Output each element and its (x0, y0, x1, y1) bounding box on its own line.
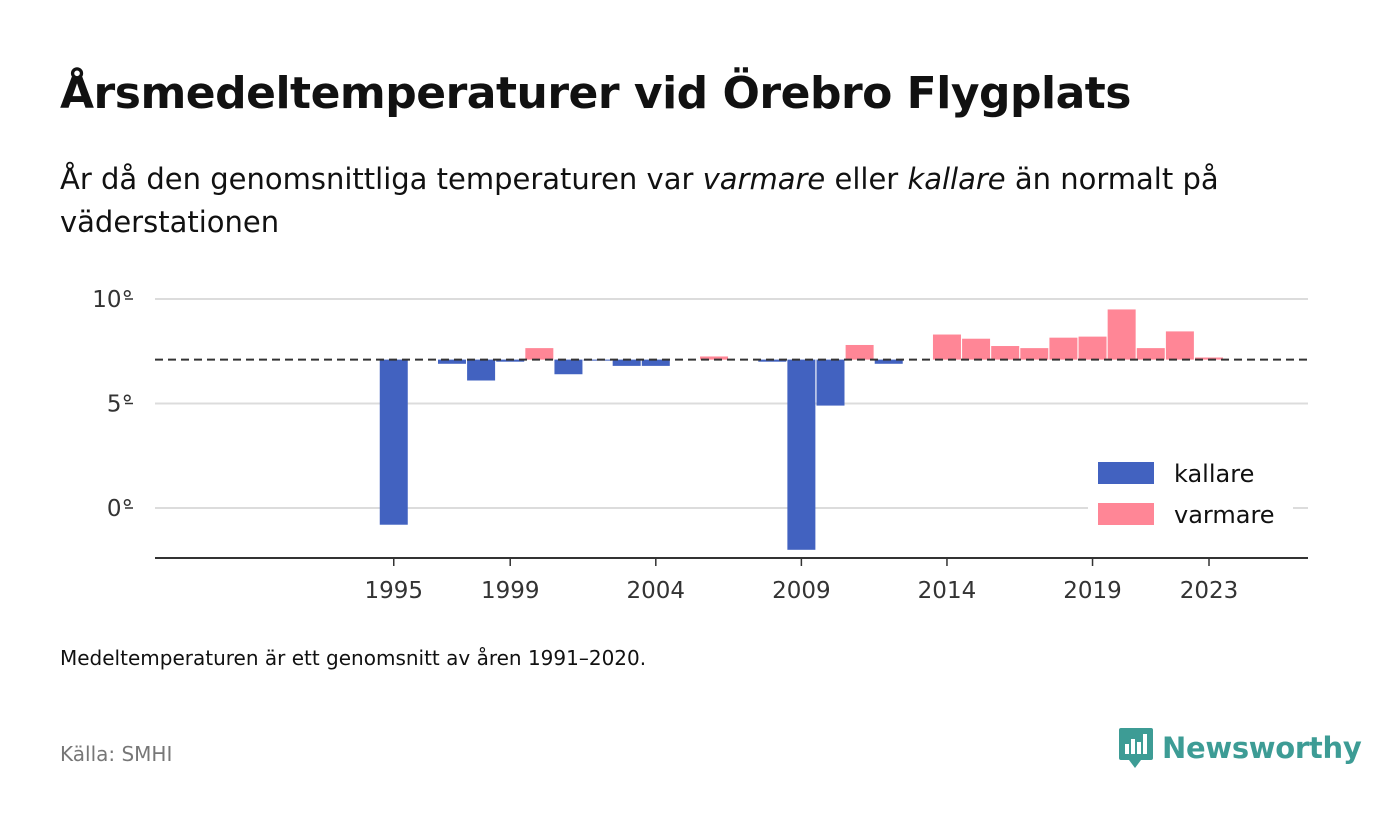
bar-kallare-1995 (379, 359, 408, 525)
bar-kallare-2012 (874, 359, 903, 364)
y-tick-label: 0° (107, 496, 133, 522)
x-tick-label: 2014 (918, 578, 977, 604)
bar-kallare-2001 (554, 359, 583, 375)
bar-kallare-1999 (496, 359, 525, 362)
bar-kallare-1998 (467, 359, 496, 381)
bar-varmare-2018 (1049, 337, 1078, 360)
bar-varmare-2023 (1195, 357, 1224, 360)
bar-varmare-2014 (932, 334, 961, 360)
x-tick-label: 2009 (772, 578, 831, 604)
y-tick-label: 5° (107, 392, 133, 418)
x-tick-label: 2019 (1063, 578, 1122, 604)
subtitle-warm-word: varmare (702, 162, 826, 196)
chart-title: Årsmedeltemperaturer vid Örebro Flygplat… (60, 68, 1132, 119)
chart-subtitle: År då den genomsnittliga temperaturen va… (60, 158, 1330, 244)
bar-varmare-2015 (962, 338, 991, 360)
bar-varmare-2021 (1136, 348, 1165, 360)
bar-varmare-2016 (991, 346, 1020, 360)
x-tick-label: 1995 (364, 578, 423, 604)
bar-varmare-2020 (1107, 309, 1136, 360)
x-tick-label: 2004 (627, 578, 686, 604)
bar-varmare-2000 (525, 348, 554, 360)
bar-kallare-2004 (641, 359, 670, 366)
bar-kallare-2009 (787, 359, 816, 550)
legend-label-kallare: kallare (1174, 460, 1254, 488)
bar-kallare-2003 (612, 359, 641, 366)
legend-swatch-kallare (1098, 462, 1154, 484)
brand-name: Newsworthy (1162, 731, 1362, 765)
bar-varmare-2006 (700, 356, 729, 360)
bar-varmare-2011 (845, 344, 874, 360)
bar-kallare-2008 (758, 359, 787, 362)
bar-varmare-2019 (1078, 336, 1107, 360)
newsworthy-chart-icon (1119, 728, 1153, 768)
footnote: Medeltemperaturen är ett genomsnitt av å… (60, 646, 647, 670)
subtitle-text-2: eller (825, 162, 908, 196)
bar-chart: 0° 5° 10° 1995 1999 2004 2009 2014 2019 2023 kalla… (92, 287, 1308, 604)
source-credit: Källa: SMHI (60, 742, 173, 766)
bar-kallare-1997 (437, 359, 466, 364)
subtitle-text-1: År då den genomsnittliga temperaturen va… (60, 162, 703, 196)
legend-swatch-varmare (1098, 503, 1154, 525)
x-tick-label: 2023 (1180, 578, 1239, 604)
legend-label-varmare: varmare (1174, 501, 1275, 529)
subtitle-text-3: än normalt på väderstationen (60, 162, 1219, 239)
newsworthy-logo: Newsworthy (1118, 726, 1362, 770)
bar-varmare-2017 (1020, 348, 1049, 360)
y-tick-label: 10° (92, 287, 133, 313)
x-tick-label: 1999 (481, 578, 540, 604)
subtitle-cold-word: kallare (907, 162, 1006, 196)
bar-varmare-2022 (1165, 331, 1194, 360)
bar-kallare-2010 (816, 359, 845, 406)
